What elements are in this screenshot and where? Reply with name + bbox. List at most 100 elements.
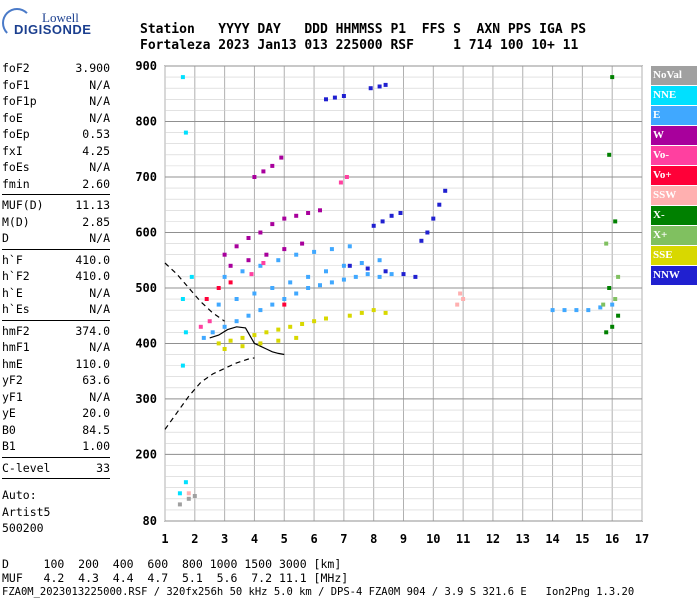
param-value: 2.85 [82, 214, 110, 229]
param-divider [2, 194, 110, 195]
echo-point-x- [607, 286, 612, 290]
echo-point-x- [613, 219, 618, 224]
auto-scaling-line: 500200 [2, 521, 44, 535]
station-header: Station YYYY DAY DDD HHMMSS P1 FFS S AXN… [140, 22, 586, 54]
x-tick-label: 14 [545, 532, 559, 546]
legend-item-noval: NoVal [651, 66, 697, 85]
param-divider [2, 456, 110, 458]
param-value: 3.900 [75, 61, 110, 75]
file-info-footer: FZA0M_2023013225000.RSF / 320fx256h 50 k… [2, 586, 635, 598]
echo-point-ssw [455, 302, 460, 307]
x-tick-label: 4 [251, 532, 258, 546]
param-key: h`F [2, 252, 23, 267]
echo-point-nnw [398, 211, 403, 215]
param-value: 1.00 [82, 439, 110, 453]
param-row: foF1p N/A [2, 93, 110, 110]
echo-point-vo- [207, 319, 212, 324]
param-row: foEp 0.53 [2, 126, 110, 143]
param-key: hmF2 [2, 323, 30, 338]
echo-point-w [279, 155, 284, 160]
echo-point-e [270, 302, 275, 307]
echo-point-w [282, 216, 287, 221]
echo-point-nne [183, 480, 188, 485]
echo-point-sse [312, 319, 317, 324]
echo-point-w [294, 213, 299, 218]
param-value: 11.13 [75, 198, 110, 212]
trace-trace-upper-dashed [164, 262, 225, 322]
echo-point-x- [616, 313, 621, 318]
echo-point-sse [276, 338, 281, 343]
echo-point-nnw [443, 188, 448, 193]
echo-point-sse [324, 316, 328, 321]
echo-point-e [216, 302, 221, 307]
x-tick-label: 7 [340, 532, 347, 546]
header-line2: Fortaleza 2023 Jan13 013 225000 RSF 1 71… [140, 38, 579, 53]
echo-point-e [312, 249, 317, 254]
y-tick-label: 900 [135, 59, 157, 73]
echo-point-sse [216, 341, 221, 346]
echo-point-sse [294, 335, 299, 340]
echo-point-e [282, 297, 287, 301]
param-key: foF1 [2, 77, 30, 92]
echo-point-e [222, 274, 227, 279]
echo-point-e [246, 313, 251, 318]
param-key: fmin [2, 176, 30, 191]
echo-point-vo- [338, 180, 343, 185]
legend-item-nne: NNE [651, 86, 697, 105]
echo-point-e [258, 263, 263, 268]
auto-scaling-line: Artist5 [2, 504, 51, 519]
legend-item-w: W [651, 126, 697, 145]
y-tick-label: 200 [135, 447, 157, 461]
echo-point-w [270, 163, 275, 168]
echo-point-sse [371, 308, 376, 313]
echo-point-sse [359, 310, 364, 315]
legend-item-vo-: Vo- [651, 146, 697, 165]
echo-point-e [377, 274, 382, 279]
param-row: hmE 110.0 [2, 356, 110, 373]
echo-point-vo- [204, 297, 209, 301]
y-tick-label: 500 [135, 281, 157, 295]
echo-point-e [347, 244, 352, 249]
echo-point-w [306, 211, 311, 215]
echo-point-x- [607, 152, 612, 157]
echo-point-nne [180, 75, 185, 80]
echo-point-e [306, 274, 311, 279]
param-key: foF2 [2, 61, 30, 75]
param-key: B1 [2, 439, 16, 453]
echo-point-sse [347, 313, 352, 318]
param-value: N/A [89, 285, 110, 300]
param-key: M(D) [2, 214, 30, 229]
echo-point-nne [183, 330, 188, 335]
echo-point-sse [240, 344, 245, 349]
param-row: fxI 4.25 [2, 143, 110, 160]
echo-point-sse [276, 327, 281, 332]
echo-point-x- [610, 75, 615, 80]
param-value: 84.5 [82, 422, 110, 437]
echo-point-e [329, 247, 334, 252]
echo-point-e [210, 330, 215, 335]
echo-point-nnw [425, 230, 430, 235]
param-row: h`F2 410.0 [2, 268, 110, 285]
echo-point-w [222, 252, 227, 257]
param-key: yF2 [2, 373, 23, 387]
param-row: B1 1.00 [2, 438, 110, 455]
echo-point-w [228, 263, 233, 268]
echo-point-sse [258, 341, 263, 346]
param-row: C-level 33 [2, 460, 110, 477]
echo-point-e [318, 283, 322, 288]
param-value: 63.6 [82, 373, 110, 387]
echo-point-x- [613, 297, 618, 301]
auto-scaling-line: Auto: [2, 488, 37, 502]
echo-point-e [222, 324, 227, 329]
logo-line2: DIGISONDE [14, 22, 92, 37]
echo-point-nne [180, 363, 185, 368]
echo-point-nnw [389, 213, 394, 218]
param-row: foEs N/A [2, 159, 110, 176]
muf-table: D 100 200 400 600 800 1000 1500 3000 [km… [2, 557, 348, 585]
param-key: hmE [2, 356, 23, 371]
y-tick-label: 800 [135, 114, 157, 128]
x-tick-label: 8 [370, 532, 377, 546]
echo-point-w [246, 258, 251, 263]
echo-point-nnw [437, 202, 442, 207]
